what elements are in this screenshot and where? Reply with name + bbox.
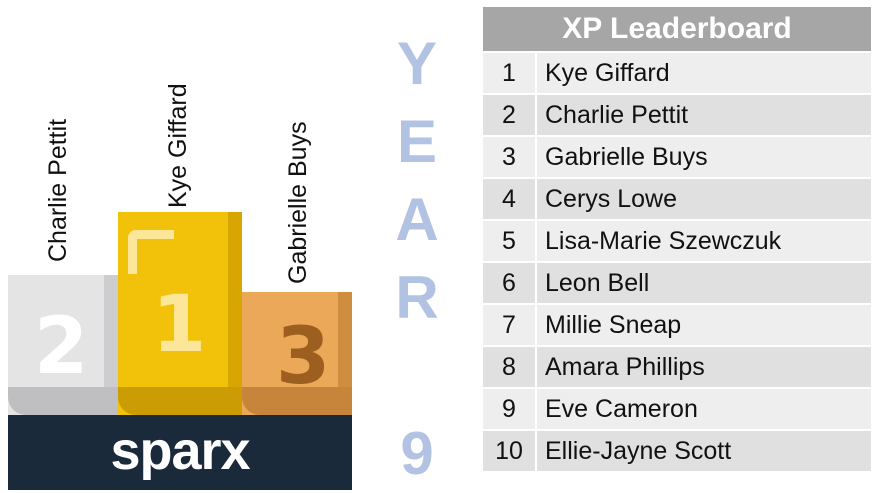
student-name: Charlie Pettit	[545, 101, 689, 129]
leaderboard-row: 3 Gabrielle Buys	[483, 137, 871, 177]
leaderboard-row: 1 Kye Giffard	[483, 53, 871, 93]
podium-highlight-mark	[128, 230, 174, 274]
podium-number-1: 1	[152, 280, 207, 370]
leaderboard-row: 7 Millie Sneap	[483, 305, 871, 345]
second-place-name: Charlie Pettit	[44, 118, 72, 262]
student-name: Leon Bell	[545, 269, 650, 297]
student-name: Cerys Lowe	[545, 185, 677, 213]
leaderboard-row: 2 Charlie Pettit	[483, 95, 871, 135]
podium-second-place	[8, 275, 118, 415]
student-name: Gabrielle Buys	[545, 143, 708, 171]
student-name: Ellie-Jayne Scott	[545, 437, 732, 465]
sparx-logo: sparx	[110, 421, 250, 481]
sparx-banner	[8, 415, 352, 490]
rank: 8	[502, 353, 516, 381]
rank: 1	[502, 59, 516, 87]
student-name: Kye Giffard	[545, 59, 670, 87]
student-name: Amara Phillips	[545, 353, 705, 381]
year-letter-y: Y	[396, 30, 438, 97]
leaderboard-row: 5 Lisa-Marie Szewczuk	[483, 221, 871, 261]
podium-number-2: 2	[34, 302, 89, 392]
rank: 2	[502, 101, 516, 129]
podium-first-place	[118, 212, 242, 415]
rank: 3	[502, 143, 516, 171]
year-letter-e: E	[396, 108, 438, 175]
rank: 5	[502, 227, 516, 255]
student-name: Eve Cameron	[545, 395, 698, 423]
leaderboard-row: 4 Cerys Lowe	[483, 179, 871, 219]
podium-third-place	[242, 292, 352, 415]
year-letter-a: A	[395, 186, 439, 253]
leaderboard-row: 9 Eve Cameron	[483, 389, 871, 429]
rank: 9	[502, 395, 516, 423]
rank: 10	[495, 437, 523, 465]
student-name: Lisa-Marie Szewczuk	[545, 227, 782, 255]
year-letter-r: R	[395, 264, 439, 331]
rank: 7	[502, 311, 516, 339]
year-number: 9	[400, 420, 434, 487]
leaderboard-row: 10 Ellie-Jayne Scott	[483, 431, 871, 471]
xp-leaderboard: XP Leaderboard 1 Kye Giffard 2 Charlie Pet…	[483, 7, 871, 471]
third-place-name: Gabrielle Buys	[284, 121, 312, 284]
student-name: Millie Sneap	[545, 311, 682, 339]
podium-number-3: 3	[276, 312, 331, 402]
first-place-name: Kye Giffard	[164, 83, 192, 208]
rank: 6	[502, 269, 516, 297]
leaderboard-title: XP Leaderboard	[483, 7, 871, 51]
leaderboard-row: 8 Amara Phillips	[483, 347, 871, 387]
leaderboard-row: 6 Leon Bell	[483, 263, 871, 303]
rank: 4	[502, 185, 516, 213]
